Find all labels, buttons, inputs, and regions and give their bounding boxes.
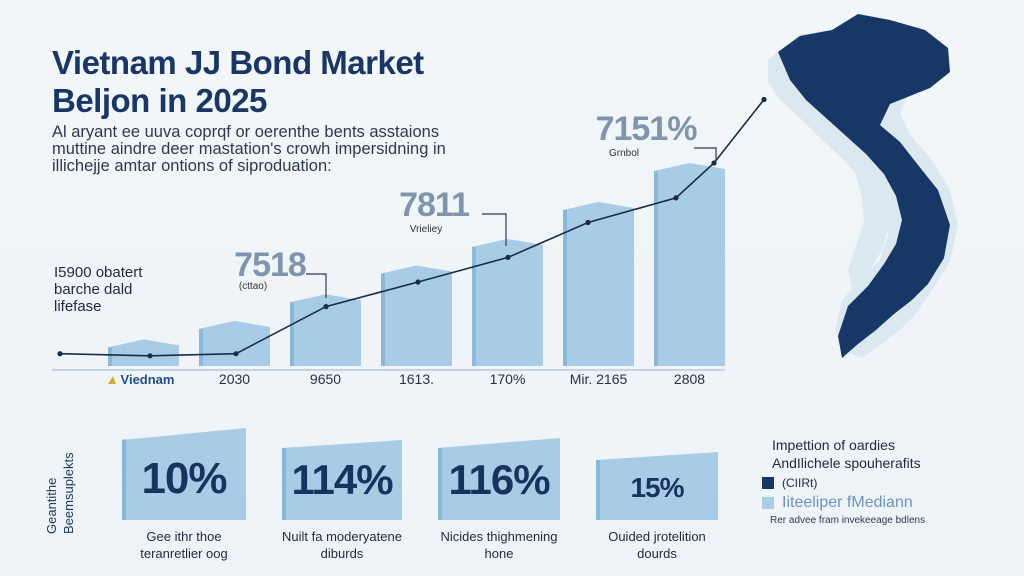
trend-point — [147, 353, 153, 359]
tile-caption: Ouided jrotelition dourds — [586, 528, 728, 562]
vietnam-map-inner — [848, 150, 890, 290]
tile-shape — [122, 428, 246, 520]
metric-tile: 15% — [596, 450, 718, 520]
tile-shape — [282, 440, 402, 520]
side-note-line-1: I5900 obatert — [54, 264, 143, 281]
legend-title-line-1: Impettion of oardies — [772, 437, 895, 453]
subtitle-line-2: muttine aindre deer mastation's crowh im… — [52, 140, 446, 158]
trend-point — [415, 279, 421, 285]
bar-edge — [381, 273, 385, 366]
trend-point — [505, 254, 511, 260]
bar-edge — [199, 328, 203, 366]
tile-caption-line-2: teranretlier oog — [140, 546, 228, 561]
tile-shape — [596, 452, 718, 520]
trend-point — [323, 304, 329, 310]
callout-label: (cttao) — [239, 281, 267, 292]
legend-title: Impettion of oardies AndIlichele spouher… — [772, 436, 921, 472]
tiles-section-label: Geantithe Beemsuplekts — [44, 434, 84, 534]
tile-caption: Nicides thighmening hone — [424, 528, 574, 562]
subtitle-line-3: illichejje amtar ontions of siproduation… — [52, 157, 332, 175]
side-note: I5900 obatert barche dald lifefase — [54, 264, 142, 315]
x-tick-label: 1613. — [399, 371, 434, 387]
title-line-1: Vietnam JJ Bond Market — [52, 44, 424, 81]
bar — [563, 202, 634, 366]
tiles-label-line-1: Geantithe — [44, 477, 59, 534]
chart-title: Vietnam JJ Bond Market Beljon in 2025 — [52, 44, 424, 120]
callout-leader-line — [482, 213, 507, 246]
callout-label: Grnbol — [609, 148, 639, 159]
tile-value: 114% — [291, 456, 393, 503]
bar — [654, 163, 725, 366]
side-note-line-2: barche dald — [54, 281, 133, 298]
legend-swatch-dark — [762, 477, 774, 489]
tile-caption-line-2: diburds — [320, 546, 364, 561]
x-tick-label: Mir. 2165 — [570, 371, 628, 387]
legend-title-line-2: AndIlichele spouherafits — [772, 455, 921, 471]
bar — [381, 265, 452, 366]
x-tick-label: 9650 — [310, 371, 341, 387]
callout-leader-line — [694, 147, 717, 160]
tile-caption: Gee ithr thoe teranretlier oog — [112, 528, 256, 562]
trend-point — [673, 195, 679, 201]
bar — [108, 339, 179, 366]
legend-item-label: (CIIRt) — [782, 476, 818, 490]
trend-point — [711, 160, 717, 166]
tiles-label-line-2: Beemsuplekts — [61, 452, 76, 534]
legend-item: (CIIRt) — [762, 476, 817, 490]
tile-value: 15% — [630, 472, 684, 503]
bar — [472, 238, 543, 366]
tile-value: 10% — [141, 454, 227, 503]
tile-caption-line-1: Nicides thighmening — [440, 529, 558, 544]
bar — [290, 294, 361, 366]
side-note-line-3: lifefase — [54, 298, 102, 315]
x-tick-label: 2808 — [674, 371, 705, 387]
flag-marker-icon — [108, 376, 116, 384]
vietnam-map-highlight — [778, 14, 950, 358]
callout-value: 7151% — [596, 110, 698, 148]
trend-point — [57, 351, 63, 357]
callout-value: 7811 — [399, 186, 469, 224]
tile-caption-line-1: Ouided jrotelition — [608, 529, 706, 544]
metric-tile: 116% — [438, 436, 560, 520]
legend-swatch-light — [762, 497, 774, 509]
metric-tile: 114% — [282, 436, 402, 520]
tile-caption: Nuilt fa moderyatene diburds — [262, 528, 422, 562]
bar-edge — [472, 246, 476, 366]
bar-edge — [563, 210, 567, 366]
trend-point — [761, 96, 767, 103]
legend-note: Rer advee fram invekeeage bdlens — [770, 515, 926, 526]
chart-subtitle: Al aryant ee uuva coprqf or oerenthe ben… — [52, 124, 452, 175]
callout-value: 7518 — [234, 246, 306, 284]
tile-caption-line-1: Gee ithr thoe — [146, 529, 222, 544]
tile-shape — [438, 438, 560, 520]
title-line-2: Beljon in 2025 — [52, 82, 267, 119]
callout-leader-line — [306, 273, 327, 298]
tile-caption-line-2: hone — [484, 546, 514, 561]
legend-item: Iiteeliper fMediann — [762, 494, 913, 512]
x-tick-label: 170% — [490, 371, 526, 387]
tile-caption-line-1: Nuilt fa moderyatene — [282, 529, 402, 544]
metric-tile: 10% — [122, 426, 246, 520]
bar — [199, 320, 270, 366]
legend-item-label: Iiteeliper fMediann — [782, 494, 913, 511]
bar-edge — [108, 347, 112, 366]
trend-point — [233, 351, 239, 357]
bar-edge — [654, 171, 658, 366]
trend-line — [59, 99, 765, 357]
x-tick-label: 2030 — [219, 371, 250, 387]
x-tick-label: Viednam — [121, 372, 175, 387]
bar-edge — [290, 302, 294, 366]
subtitle-line-1: Al aryant ee uuva coprqf or oerenthe ben… — [52, 123, 440, 141]
callout-label: Vrieliey — [410, 224, 442, 235]
tile-caption-line-2: dourds — [637, 546, 677, 561]
tile-value: 116% — [448, 456, 550, 503]
trend-point — [585, 219, 591, 226]
